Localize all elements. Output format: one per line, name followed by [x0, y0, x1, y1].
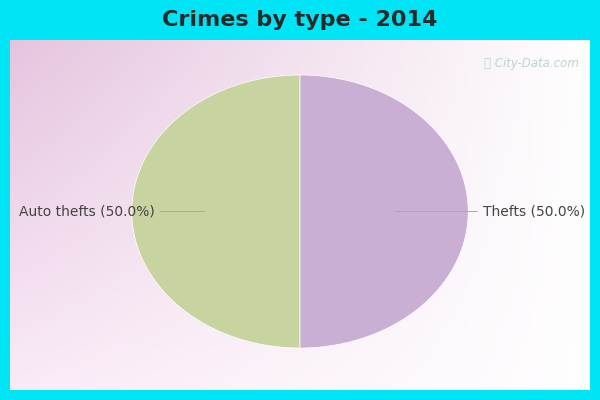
Text: ⓘ City-Data.com: ⓘ City-Data.com	[484, 58, 578, 70]
Polygon shape	[132, 75, 300, 348]
Text: Auto thefts (50.0%): Auto thefts (50.0%)	[19, 204, 205, 218]
Polygon shape	[300, 75, 468, 348]
Text: Thefts (50.0%): Thefts (50.0%)	[395, 204, 585, 218]
Text: Crimes by type - 2014: Crimes by type - 2014	[163, 10, 437, 30]
